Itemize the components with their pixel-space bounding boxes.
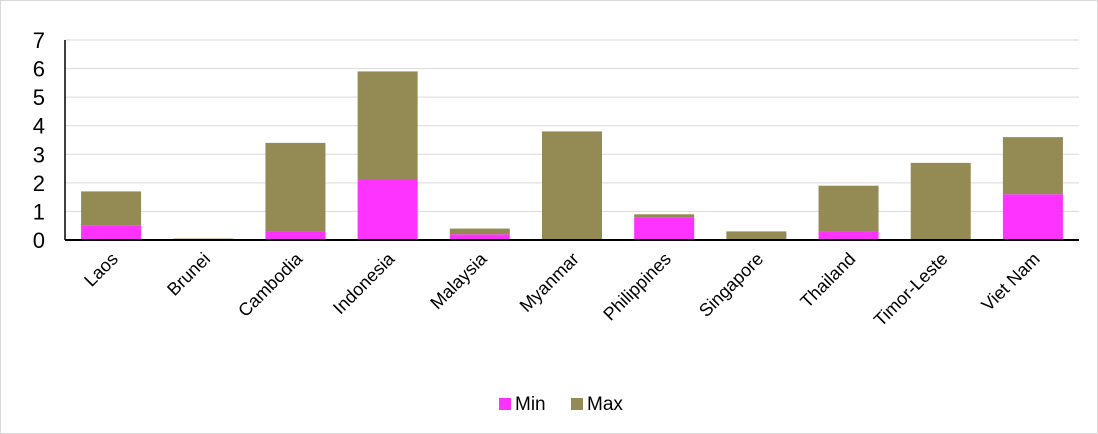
y-tick-label: 0: [33, 228, 45, 253]
bar-max-laos: [81, 191, 142, 226]
bar-min-thailand: [818, 231, 879, 240]
bar-min-viet-nam: [1002, 194, 1063, 240]
bar-min-laos: [81, 225, 142, 240]
x-tick-label: Malaysia: [426, 248, 491, 313]
x-tick-label: Indonesia: [329, 248, 399, 318]
legend-swatch-max: [571, 398, 583, 410]
y-tick-label: 3: [33, 142, 45, 167]
y-tick-label: 7: [33, 28, 45, 53]
bar-max-singapore: [726, 231, 787, 240]
bar-max-indonesia: [357, 71, 418, 180]
x-tick-labels: Laos Brunei Cambodia Indonesia Malaysia Myanm…: [80, 248, 1044, 330]
bar-max-philippines: [634, 214, 695, 218]
bars: [81, 71, 1063, 240]
bar-min-indonesia: [357, 180, 418, 240]
x-tick-label: Myanmar: [516, 249, 583, 316]
legend-label-min: Min: [515, 394, 546, 415]
bar-max-timor-leste: [910, 162, 971, 240]
x-tick-label: Philippines: [599, 249, 675, 325]
y-tick-label: 5: [33, 85, 45, 110]
bar-max-thailand: [818, 185, 879, 232]
x-tick-label: Singapore: [695, 249, 767, 321]
bar-max-cambodia: [265, 142, 326, 232]
y-tick-label: 6: [33, 57, 45, 82]
y-tick-label: 4: [33, 114, 45, 139]
x-tick-label: Thailand: [796, 249, 859, 312]
legend-swatch-min: [499, 398, 511, 410]
legend: Min Max: [499, 394, 623, 415]
bar-min-philippines: [634, 217, 695, 240]
bar-min-malaysia: [449, 234, 510, 240]
x-tick-label: Brunei: [163, 249, 214, 300]
y-tick-label: 1: [33, 199, 45, 224]
x-tick-label: Timor-Leste: [870, 249, 952, 331]
y-tick-label: 2: [33, 171, 45, 196]
x-tick-label: Viet Nam: [977, 249, 1043, 315]
bar-min-cambodia: [265, 231, 326, 240]
bar-max-viet-nam: [1002, 137, 1063, 195]
bar-max-malaysia: [449, 228, 510, 235]
legend-label-max: Max: [587, 394, 623, 415]
bar-max-myanmar: [542, 131, 602, 240]
y-tick-labels: 0 1 2 3 4 5 6 7: [33, 28, 45, 253]
x-tick-label: Cambodia: [234, 248, 307, 321]
x-tick-label: Laos: [80, 249, 122, 291]
axes: [64, 40, 1079, 241]
